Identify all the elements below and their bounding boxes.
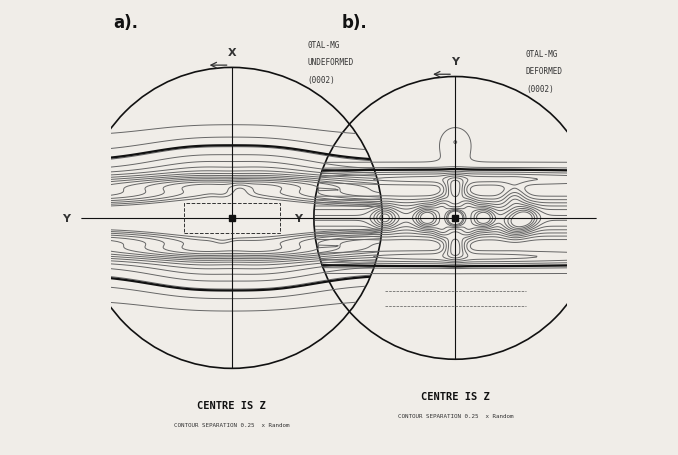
Text: a).: a). — [113, 14, 138, 31]
Text: UNDEFORMED: UNDEFORMED — [307, 58, 353, 67]
Text: Y: Y — [62, 213, 70, 223]
Text: (0002): (0002) — [526, 85, 554, 94]
Text: CONTOUR SEPARATION 0.25  x Random: CONTOUR SEPARATION 0.25 x Random — [397, 413, 513, 418]
Bar — [184, 203, 280, 233]
Text: 0TAL-MG: 0TAL-MG — [307, 41, 340, 50]
Text: X: X — [228, 48, 236, 58]
Text: CONTOUR SEPARATION 0.25  x Random: CONTOUR SEPARATION 0.25 x Random — [174, 422, 290, 427]
Text: DEFORMED: DEFORMED — [526, 67, 563, 76]
Text: Y: Y — [452, 57, 459, 67]
Text: CENTRE IS Z: CENTRE IS Z — [197, 400, 266, 410]
Circle shape — [314, 77, 597, 359]
Text: Y: Y — [294, 213, 302, 223]
Text: 0TAL-MG: 0TAL-MG — [526, 50, 559, 59]
Text: CENTRE IS Z: CENTRE IS Z — [421, 391, 490, 401]
Text: (0002): (0002) — [307, 76, 335, 85]
Circle shape — [81, 68, 382, 369]
Text: b).: b). — [341, 14, 367, 31]
